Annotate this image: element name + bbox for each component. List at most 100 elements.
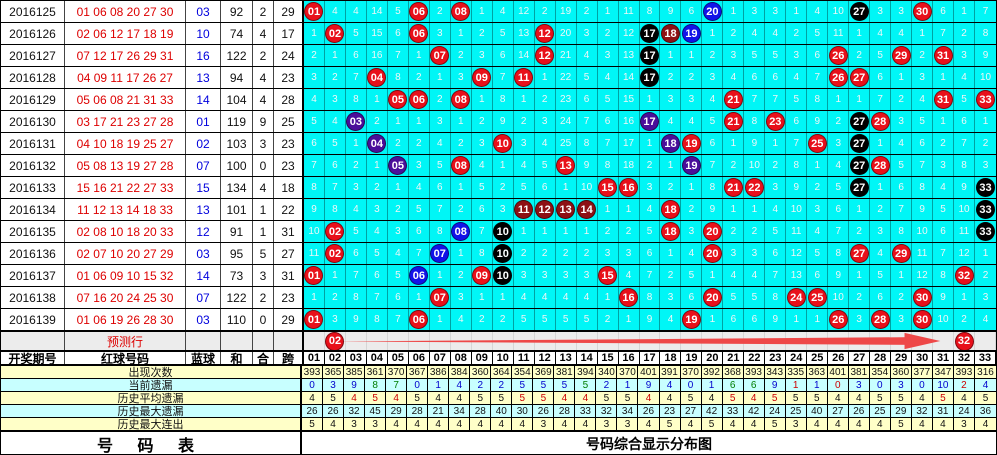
- blue-ball-number: 03: [186, 1, 221, 22]
- sum-tail-value: 0: [253, 155, 274, 176]
- omission-count: 14: [514, 45, 535, 66]
- red-ball: 13: [556, 156, 576, 175]
- draw-row: 2016136 02 07 10 20 27 29 03 95 5 27 11 02 6 5 4 7 0…: [1, 243, 996, 265]
- omission-count: 2: [660, 67, 682, 88]
- omission-count: 7: [409, 243, 430, 264]
- stat-value: 368: [723, 366, 744, 378]
- omission-count: 3: [891, 111, 913, 132]
- omission-count: 4: [577, 45, 598, 66]
- omission-count: 8: [765, 287, 787, 308]
- omission-count: 2: [954, 23, 976, 44]
- omission-count: 8: [493, 89, 514, 110]
- red-ball: 26: [828, 68, 848, 87]
- omission-count: 12: [954, 243, 976, 264]
- grid-ball-cell: 18: [660, 23, 682, 44]
- stat-value: 10: [933, 379, 954, 391]
- grid-ball-cell: 06: [409, 309, 430, 330]
- stat-value: 401: [828, 366, 849, 378]
- grid-ball-cell: 33: [975, 177, 996, 198]
- omission-count: 5: [807, 243, 829, 264]
- omission-count: 1: [304, 23, 325, 44]
- span-value: 31: [281, 224, 295, 239]
- grid-ball-cell: 08: [451, 221, 472, 242]
- omission-count: 3: [367, 199, 388, 220]
- omission-count: 3: [870, 1, 892, 22]
- omission-count: 1: [577, 221, 598, 242]
- period-number: 2016136: [1, 243, 65, 264]
- omission-count: 3: [304, 67, 325, 88]
- omission-count: 8: [828, 243, 850, 264]
- omission-count: 14: [367, 1, 388, 22]
- column-header-number: 33: [975, 352, 996, 364]
- stat-value: 2: [954, 379, 975, 391]
- sum-tail-value: 9: [253, 111, 274, 132]
- omission-count: 12: [514, 1, 535, 22]
- red-ball: 25: [807, 288, 827, 307]
- stat-value: 4: [386, 392, 408, 404]
- stat-value: 36: [979, 405, 992, 417]
- draw-row: 2016128 04 09 11 17 26 27 13 94 4 23 3 2 7 04 8 2 1 3…: [1, 67, 996, 89]
- grid-ball-cell: 30: [912, 1, 934, 22]
- period-number: 2016131: [1, 133, 65, 154]
- omission-count: 1: [982, 248, 989, 259]
- red-ball-numbers: 05 06 08 21 31 33: [65, 89, 186, 110]
- omission-count: 5: [388, 265, 409, 286]
- omission-count: 2: [535, 89, 556, 110]
- red-ball: 02: [325, 332, 345, 350]
- omission-count: 1: [723, 133, 745, 154]
- omission-count: 2: [849, 45, 871, 66]
- stat-value: 28: [470, 405, 492, 417]
- purple-ball: 18: [660, 134, 680, 153]
- grid-ball-cell: 28: [870, 111, 892, 132]
- omission-count: 4: [514, 155, 535, 176]
- column-header-number: 27: [849, 352, 871, 364]
- stat-value: 3: [344, 418, 366, 430]
- stat-value: 4: [449, 418, 471, 430]
- sum-tail-value: 3: [253, 133, 274, 154]
- stat-row: 当前遗漏 0 3 9 8 7 0 1 4 2 2 5 5 5 5 2 1 9 4 0 1 6 6 9 1 1 0 3 0 3 0 10 2 4: [1, 379, 996, 392]
- red-ball: 21: [723, 90, 743, 109]
- omission-count: 4: [472, 155, 493, 176]
- omission-count: 1: [556, 221, 577, 242]
- omission-count: 6: [681, 1, 703, 22]
- draw-row: 2016138 07 16 20 24 25 30 07 122 2 23 1 2 8 7 6 1 07…: [1, 287, 996, 309]
- omission-count: 1: [619, 309, 640, 330]
- stat-value: 8: [365, 379, 387, 391]
- omission-count: 5: [744, 287, 766, 308]
- stat-value: 4: [575, 418, 597, 430]
- omission-count: 6: [870, 287, 892, 308]
- sum-value: 110: [221, 309, 253, 330]
- grid-ball-cell: 03: [346, 111, 367, 132]
- omission-count: 7: [346, 67, 367, 88]
- omission-count: 2: [388, 199, 409, 220]
- omission-count: 2: [430, 1, 451, 22]
- stat-value: 381: [554, 366, 576, 378]
- omission-count: 13: [786, 265, 808, 286]
- omission-count: 5: [765, 45, 787, 66]
- stat-value: 26: [323, 405, 345, 417]
- draw-row: 2016132 05 08 13 19 27 28 07 100 0 23 7 6 2 1 05 3 5…: [1, 155, 996, 177]
- omission-count: 8: [598, 155, 619, 176]
- omission-count: 6: [493, 45, 514, 66]
- stat-value: 4: [638, 392, 660, 404]
- grid-ball-cell: 19: [681, 155, 703, 176]
- stat-value: 5: [533, 392, 555, 404]
- red-ball: 25: [807, 134, 827, 153]
- omission-count: 8: [346, 287, 367, 308]
- omission-count: 3: [954, 45, 976, 66]
- omission-count: 6: [807, 45, 829, 66]
- black-ball: 17: [639, 46, 659, 65]
- stat-value: 5: [933, 392, 954, 404]
- omission-count: 4: [723, 265, 745, 286]
- grid-ball-cell: 20: [702, 287, 724, 308]
- red-ball-numbers: 11 12 13 14 18 33: [65, 199, 186, 220]
- grid-ball-cell: 06: [409, 89, 430, 110]
- stat-value: 9: [344, 379, 366, 391]
- omission-count: 2: [849, 287, 871, 308]
- omission-count: 3: [472, 45, 493, 66]
- omission-count: 4: [577, 287, 598, 308]
- omission-count: 1: [388, 111, 409, 132]
- omission-count: 1: [660, 155, 682, 176]
- stat-value: 40: [491, 405, 513, 417]
- black-ball: 33: [976, 178, 995, 197]
